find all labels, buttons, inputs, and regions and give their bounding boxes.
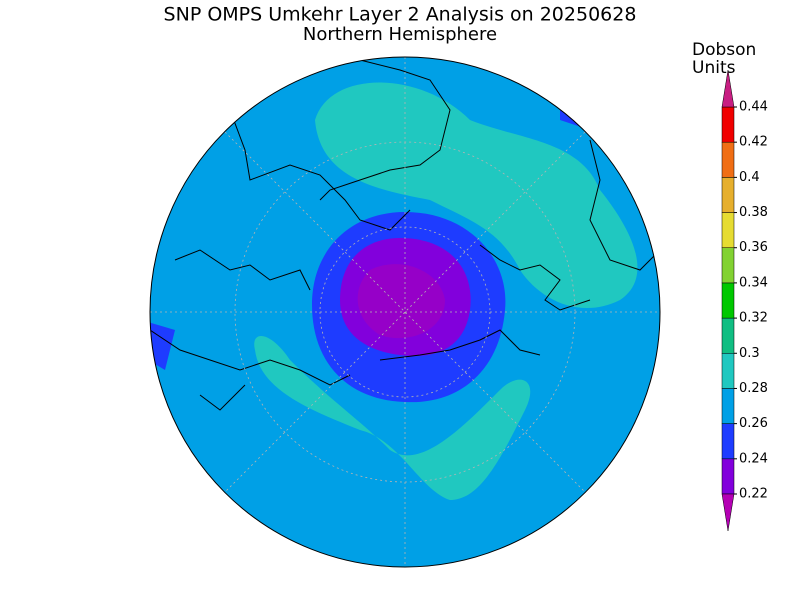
colorbar-tick-label: 0.28 bbox=[739, 381, 768, 396]
colorbar-tick-label: 0.22 bbox=[739, 487, 768, 502]
ozone-region bbox=[357, 264, 445, 339]
colorbar-segment bbox=[721, 388, 735, 424]
colorbar: 0.22 0.24 0.26 0.28 0.3 0.32 0.34 0.36 0.38 0.4 0.… bbox=[721, 69, 768, 532]
graticule bbox=[150, 57, 660, 567]
colorbar-segment bbox=[721, 282, 735, 319]
ozone-region bbox=[150, 322, 175, 370]
colorbar-segment bbox=[721, 141, 735, 178]
ozone-region bbox=[315, 82, 638, 309]
colorbar-segment bbox=[721, 212, 735, 248]
colorbar-over bbox=[721, 69, 735, 108]
colorbar-tick-label: 0.44 bbox=[739, 100, 768, 115]
colorbar-label: Dobson bbox=[692, 40, 756, 60]
colorbar-tick-label: 0.24 bbox=[739, 451, 768, 466]
ozone-region bbox=[254, 336, 531, 500]
title: SNP OMPS Umkehr Layer 2 Analysis on 2025… bbox=[164, 4, 637, 26]
colorbar-segment bbox=[721, 177, 735, 213]
colorbar-tick-label: 0.36 bbox=[739, 240, 768, 255]
polar-map bbox=[149, 56, 661, 568]
colorbar-tick-label: 0.38 bbox=[739, 205, 768, 220]
colorbar-label: Units bbox=[692, 58, 736, 78]
colorbar-segment bbox=[721, 423, 735, 460]
subtitle: Northern Hemisphere bbox=[303, 24, 497, 45]
colorbar-tick-label: 0.3 bbox=[739, 346, 760, 361]
colorbar-segment bbox=[721, 317, 735, 354]
colorbar-segment bbox=[721, 247, 735, 284]
colorbar-tick-label: 0.26 bbox=[739, 416, 768, 431]
coastlines bbox=[150, 59, 656, 411]
colorbar-segment bbox=[721, 353, 735, 389]
colorbar-tick-label: 0.34 bbox=[739, 275, 768, 290]
colorbar-tick-label: 0.32 bbox=[739, 311, 768, 326]
colorbar-segment bbox=[721, 106, 735, 143]
colorbar-tick-label: 0.4 bbox=[739, 170, 760, 185]
colorbar-under bbox=[721, 493, 735, 532]
colorbar-segment bbox=[721, 458, 735, 495]
colorbar-tick-label: 0.42 bbox=[739, 135, 768, 150]
